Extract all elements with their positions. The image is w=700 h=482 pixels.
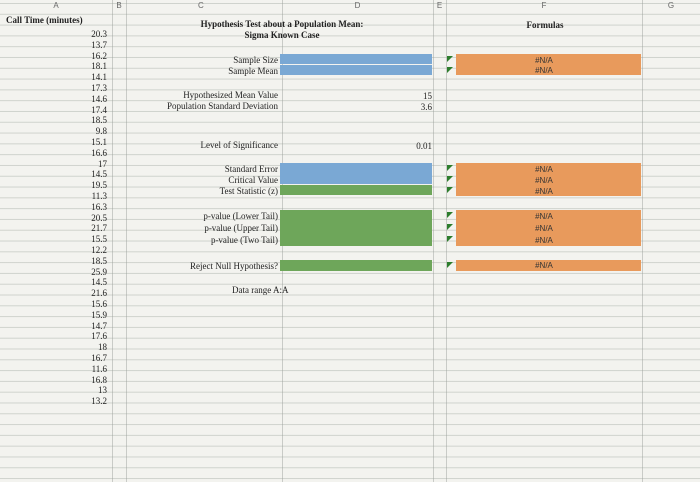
pop-sd-label[interactable]: Population Standard Deviation xyxy=(167,101,278,111)
column-header-c[interactable]: C xyxy=(198,1,204,10)
column-header-e[interactable]: E xyxy=(436,1,443,10)
call-time-cell[interactable]: 18.5 xyxy=(91,115,107,126)
std-err-crit-cells[interactable] xyxy=(280,163,432,184)
column-divider xyxy=(112,0,113,482)
p-two-label[interactable]: p-value (Two Tail) xyxy=(210,235,278,245)
p-value-cells[interactable] xyxy=(280,210,432,246)
sample-mean-formula[interactable]: #N/A xyxy=(535,66,553,75)
call-time-cell[interactable]: 18.5 xyxy=(91,255,107,266)
p-two-formula[interactable]: #N/A xyxy=(535,236,553,245)
call-time-cell[interactable]: 20.3 xyxy=(91,29,107,39)
crit-val-formula[interactable]: #N/A xyxy=(535,176,553,185)
column-divider xyxy=(642,0,643,482)
error-indicator xyxy=(447,262,453,268)
call-time-cell[interactable]: 15.9 xyxy=(91,309,107,320)
call-time-cell[interactable]: 15.6 xyxy=(91,299,107,309)
p-upper-label[interactable]: p-value (Upper Tail) xyxy=(204,223,278,233)
hyp-mean-value[interactable]: 15 xyxy=(423,91,432,101)
column-divider xyxy=(433,0,434,482)
call-time-cell[interactable]: 16.8 xyxy=(91,374,107,385)
call-time-cell[interactable]: 16.7 xyxy=(91,353,107,363)
call-time-cell[interactable]: 13 xyxy=(98,385,107,396)
call-time-cell[interactable]: 13.2 xyxy=(91,396,107,407)
test-stat-formula[interactable]: #N/A xyxy=(535,187,553,196)
call-time-cell[interactable]: 17.6 xyxy=(91,331,107,342)
sample-size-cell[interactable] xyxy=(280,54,432,64)
sample-mean-label[interactable]: Sample Mean xyxy=(228,66,278,76)
call-time-cell[interactable]: 17.4 xyxy=(91,104,107,115)
call-time-cell[interactable]: 14.1 xyxy=(91,72,107,83)
error-indicator xyxy=(447,56,453,62)
reject-formula-cell[interactable] xyxy=(456,260,641,271)
los-value[interactable]: 0.01 xyxy=(416,141,432,151)
column-divider xyxy=(446,0,447,482)
call-time-cell[interactable]: 14.6 xyxy=(91,93,107,104)
data-range-note[interactable]: Data range A:A xyxy=(232,285,289,295)
call-time-cell[interactable]: 18.1 xyxy=(91,61,107,72)
call-time-cell[interactable]: 20.5 xyxy=(91,212,107,223)
call-time-header[interactable]: Call Time (minutes) xyxy=(6,15,83,25)
hyp-mean-label[interactable]: Hypothesized Mean Value xyxy=(183,90,278,100)
column-header-f[interactable]: F xyxy=(541,1,547,10)
error-indicator xyxy=(447,236,453,242)
call-time-cell[interactable]: 16.2 xyxy=(91,50,107,61)
call-time-cell[interactable]: 14.7 xyxy=(91,320,107,331)
column-header-d[interactable]: D xyxy=(354,1,361,10)
error-indicator xyxy=(447,224,453,230)
call-time-cell[interactable]: 17.3 xyxy=(91,83,107,93)
column-header-b[interactable]: B xyxy=(116,1,122,10)
call-time-cell[interactable]: 21.6 xyxy=(91,288,107,299)
call-time-cell[interactable]: 12.2 xyxy=(91,245,107,255)
call-time-cell[interactable]: 15.5 xyxy=(91,234,107,245)
p-lower-label[interactable]: p-value (Lower Tail) xyxy=(203,211,278,221)
p-lower-formula[interactable]: #N/A xyxy=(535,212,553,221)
error-indicator xyxy=(447,176,453,182)
sample-mean-cell[interactable] xyxy=(280,65,432,75)
sheet-title[interactable]: Hypothesis Test about a Population Mean: xyxy=(200,19,364,29)
call-time-cell[interactable]: 25.9 xyxy=(91,266,107,277)
error-indicator xyxy=(447,67,453,73)
call-time-cell[interactable]: 16.3 xyxy=(91,201,107,212)
call-time-cell[interactable]: 18 xyxy=(98,342,107,353)
call-time-cell[interactable]: 14.5 xyxy=(91,169,107,180)
reject-cell[interactable] xyxy=(280,260,432,271)
call-time-cell[interactable]: 11.3 xyxy=(91,191,107,201)
test-formula-cells[interactable] xyxy=(456,163,641,196)
sample-formula-cells[interactable] xyxy=(456,54,641,75)
std-err-label[interactable]: Standard Error xyxy=(224,164,278,174)
pop-sd-value[interactable]: 3.6 xyxy=(420,102,432,112)
call-time-cell[interactable]: 15.1 xyxy=(91,137,107,147)
los-label[interactable]: Level of Significance xyxy=(200,140,278,150)
column-header-g[interactable]: G xyxy=(667,1,675,10)
p-value-formula-cells[interactable] xyxy=(456,210,641,246)
call-time-cell[interactable]: 14.5 xyxy=(91,277,107,288)
call-time-cell[interactable]: 16.6 xyxy=(91,147,107,158)
call-time-cell[interactable]: 13.7 xyxy=(91,39,107,50)
column-divider xyxy=(126,0,127,482)
error-indicator xyxy=(447,212,453,218)
call-time-cell[interactable]: 9.8 xyxy=(95,126,107,137)
call-time-cell[interactable]: 21.7 xyxy=(91,223,107,234)
error-indicator xyxy=(447,165,453,171)
std-err-formula[interactable]: #N/A xyxy=(535,165,553,174)
formulas-header[interactable]: Formulas xyxy=(526,20,564,30)
sheet-subtitle[interactable]: Sigma Known Case xyxy=(244,30,320,40)
call-time-cell[interactable]: 19.5 xyxy=(91,180,107,191)
sample-size-formula[interactable]: #N/A xyxy=(535,56,553,65)
test-stat-cell[interactable] xyxy=(280,185,432,195)
p-upper-formula[interactable]: #N/A xyxy=(535,224,553,233)
column-header-a[interactable]: A xyxy=(53,1,59,10)
sample-size-label[interactable]: Sample Size xyxy=(233,55,278,65)
test-stat-label[interactable]: Test Statistic (z) xyxy=(219,186,278,196)
reject-formula[interactable]: #N/A xyxy=(535,261,553,270)
error-indicator xyxy=(447,187,453,193)
call-time-cell[interactable]: 17 xyxy=(98,158,107,169)
crit-val-label[interactable]: Critical Value xyxy=(228,175,278,185)
reject-label[interactable]: Reject Null Hypothesis? xyxy=(190,261,278,271)
call-time-cell[interactable]: 11.6 xyxy=(91,363,107,374)
